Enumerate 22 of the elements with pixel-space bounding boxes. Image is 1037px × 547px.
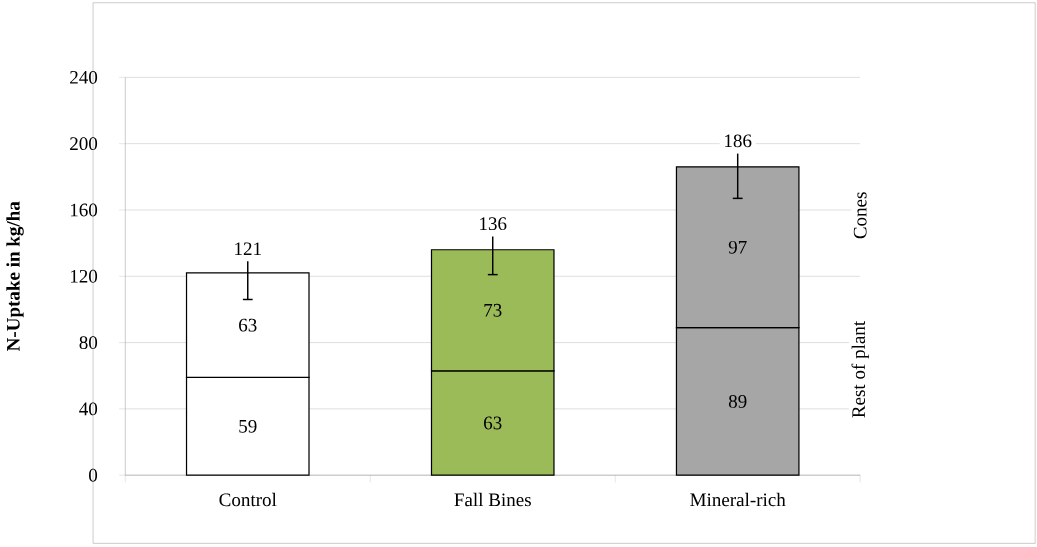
y-tick-label: 120 bbox=[70, 269, 98, 283]
data-label: 73 bbox=[484, 303, 502, 317]
x-tick-label: Mineral-rich bbox=[690, 492, 786, 507]
data-label: 63 bbox=[239, 318, 257, 332]
data-label: 89 bbox=[728, 395, 747, 408]
text: Cones bbox=[853, 192, 867, 239]
data-label: 97 bbox=[728, 240, 747, 254]
x-tick-label: Fall Bines bbox=[454, 492, 531, 507]
y-tick-label: 0 bbox=[89, 468, 98, 482]
y-tick-label: 240 bbox=[70, 70, 98, 84]
y-tick-label: 200 bbox=[70, 137, 98, 151]
data-label: 59 bbox=[239, 419, 257, 433]
y-tick-label: 160 bbox=[70, 203, 98, 217]
total-label: 121 bbox=[235, 242, 261, 255]
data-label: 63 bbox=[484, 416, 502, 430]
text: Rest of plant bbox=[851, 320, 869, 418]
y-tick-label: 40 bbox=[79, 402, 98, 416]
y-axis-title: N-Uptake in kg/ha bbox=[6, 201, 24, 351]
x-tick-label: Control bbox=[219, 492, 277, 507]
total-label: 136 bbox=[480, 217, 507, 231]
y-tick-label: 80 bbox=[79, 336, 98, 349]
total-label: 186 bbox=[725, 134, 752, 148]
